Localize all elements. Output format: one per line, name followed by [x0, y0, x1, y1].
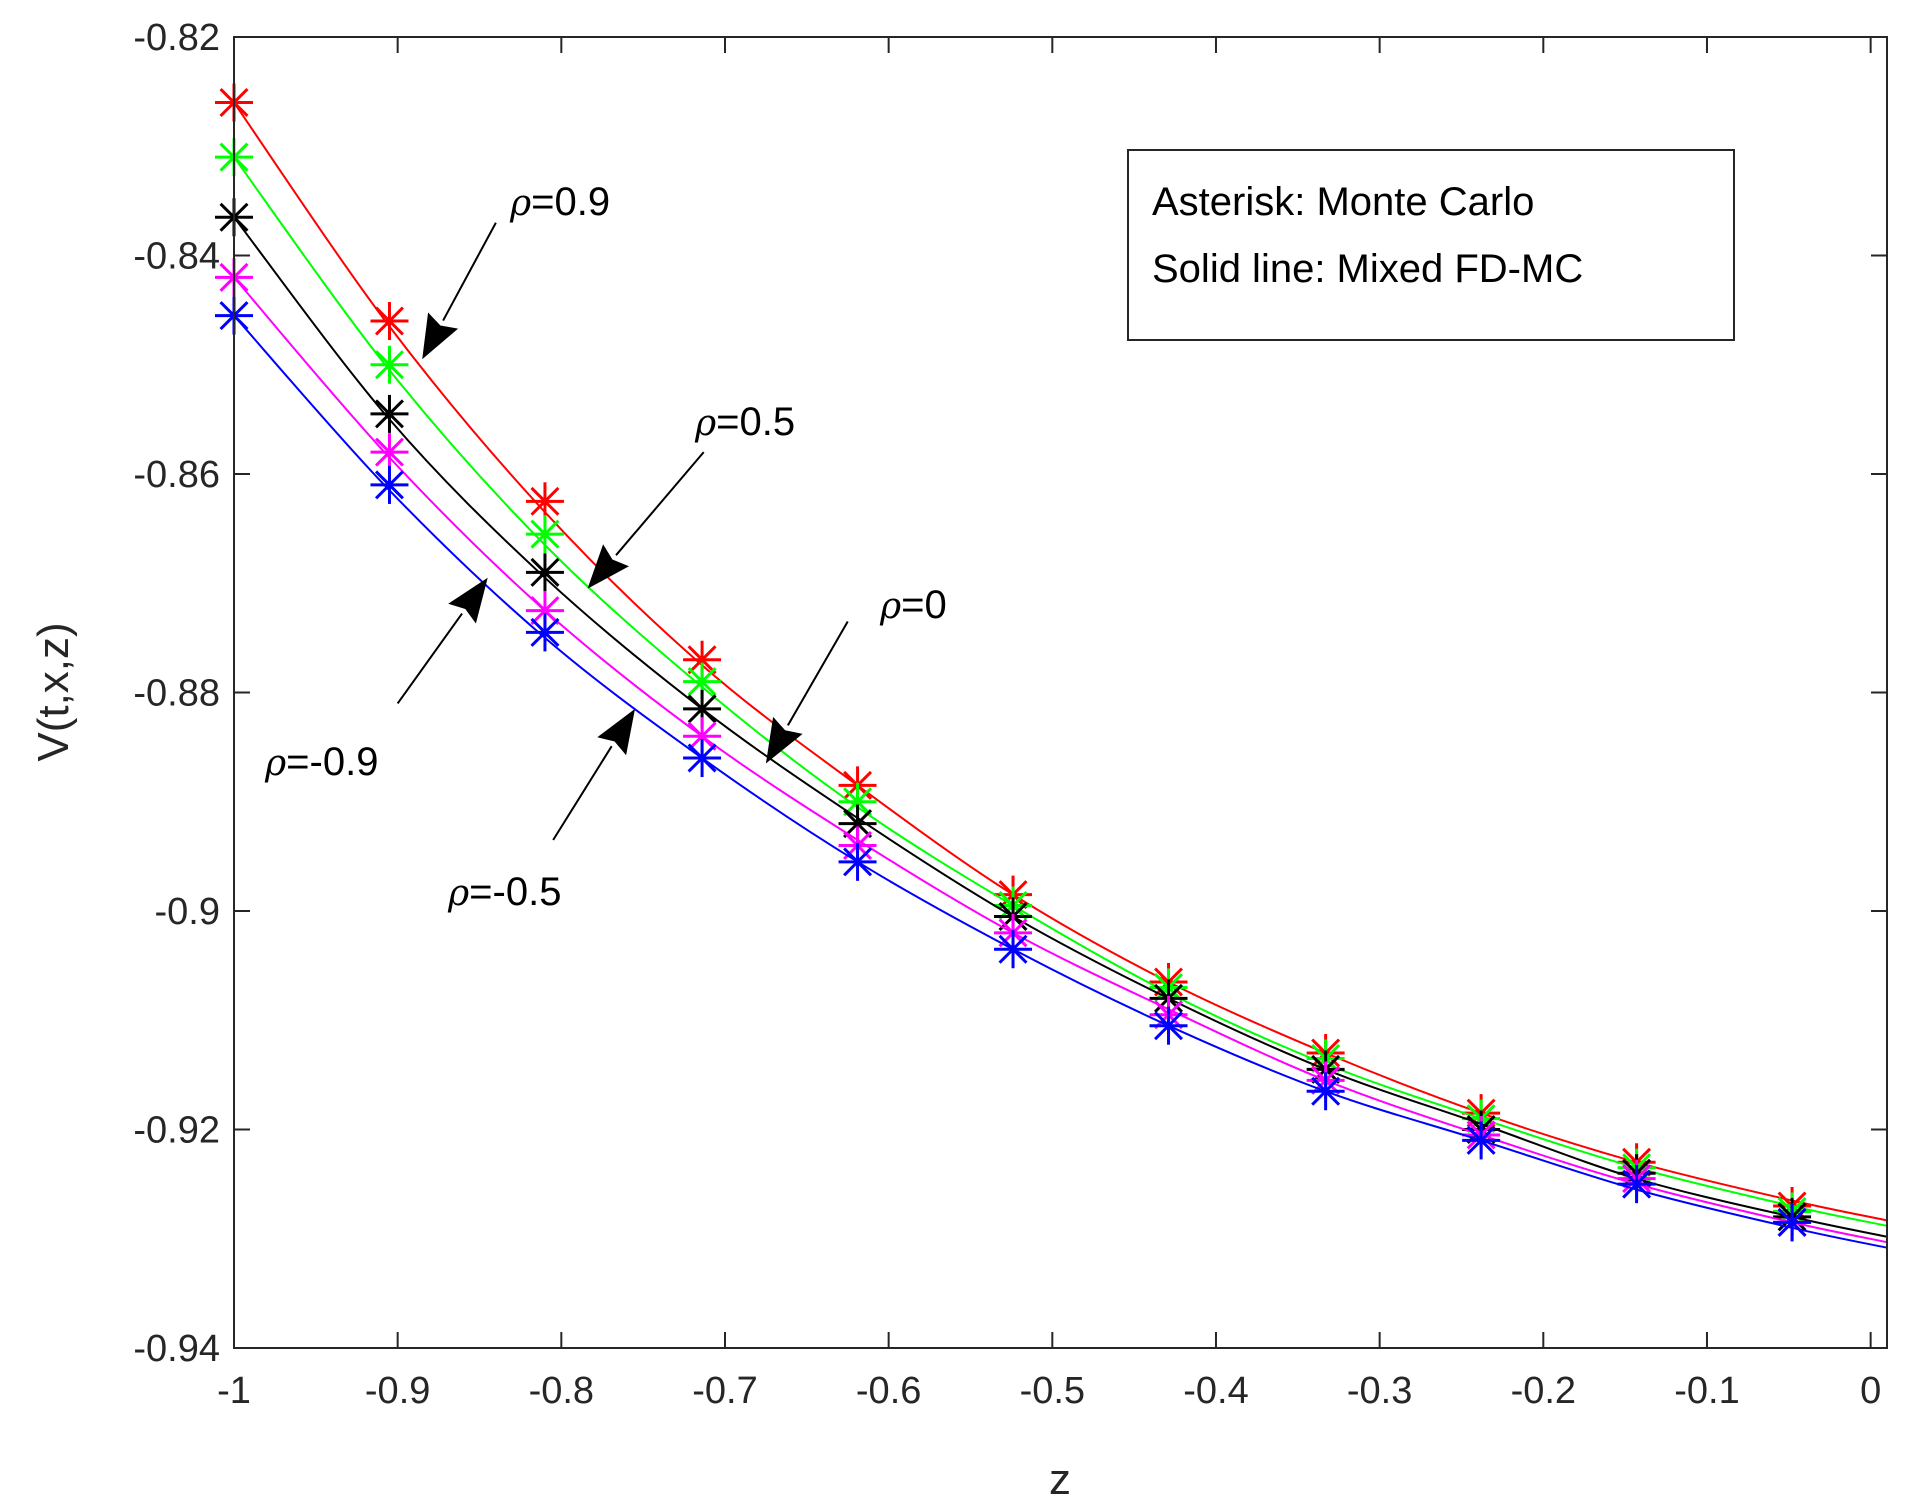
marker-stroke — [530, 486, 560, 516]
mc-marker — [370, 433, 409, 472]
marker-stroke — [687, 694, 717, 724]
mc-marker — [838, 842, 877, 881]
mc-marker — [1149, 1006, 1188, 1045]
marker-stroke — [530, 519, 560, 549]
mc-marker — [994, 930, 1033, 969]
annotation-label: ρ=0.5 — [694, 400, 795, 444]
annotation-value: =0 — [901, 583, 947, 627]
marker-stroke — [1622, 1169, 1652, 1199]
mc-marker — [1462, 1121, 1501, 1160]
x-tick-label: -1 — [217, 1370, 251, 1412]
x-tick-label: -0.5 — [1020, 1370, 1085, 1412]
marker-stroke — [1777, 1207, 1807, 1237]
marker-stroke — [530, 617, 560, 647]
legend-box — [1127, 149, 1735, 341]
mc-marker — [1306, 1072, 1345, 1111]
annotation-value: =0.5 — [716, 400, 795, 444]
rho-symbol: ρ — [879, 586, 901, 627]
annotation-label: ρ=0 — [879, 583, 947, 627]
mc-marker — [370, 465, 409, 504]
x-tick-label: 0 — [1860, 1370, 1881, 1412]
mc-marker — [525, 515, 564, 554]
marker-stroke — [1466, 1125, 1496, 1155]
x-axis-label: z — [1049, 1455, 1071, 1504]
y-tick-label: -0.82 — [133, 17, 220, 59]
legend-line-2: Solid line: Mixed FD-MC — [1152, 247, 1583, 291]
marker-stroke — [530, 557, 560, 587]
marker-stroke — [843, 809, 873, 839]
mc-marker — [1617, 1165, 1656, 1204]
mc-marker — [525, 482, 564, 521]
marker-stroke — [687, 721, 717, 751]
annotation-arrow-shaft — [615, 451, 705, 556]
mc-marker — [370, 345, 409, 384]
marker-stroke — [374, 437, 404, 467]
rho-symbol: ρ — [509, 183, 531, 224]
mc-marker — [525, 613, 564, 652]
rho-symbol: ρ — [264, 743, 286, 784]
marker-stroke — [374, 399, 404, 429]
annotation-arrow-head — [597, 708, 635, 756]
marker-stroke — [843, 847, 873, 877]
plot-area — [215, 83, 1888, 1249]
y-tick-label: -0.92 — [133, 1110, 220, 1152]
marker-stroke — [374, 350, 404, 380]
annotation-arrow-shaft — [442, 222, 497, 322]
marker-stroke — [1154, 1011, 1184, 1041]
marker-stroke — [687, 667, 717, 697]
y-tick-label: -0.9 — [155, 891, 220, 933]
annotation-value: =-0.9 — [286, 740, 378, 784]
rho-symbol: ρ — [694, 403, 716, 444]
marker-stroke — [687, 645, 717, 675]
mc-marker — [1773, 1203, 1812, 1242]
x-tick-label: -0.3 — [1347, 1370, 1412, 1412]
mc-marker — [683, 739, 722, 778]
annotation-label: ρ=0.9 — [509, 180, 610, 224]
annotation-arrow-shaft — [552, 745, 613, 841]
mc-marker — [525, 553, 564, 592]
marker-stroke — [530, 596, 560, 626]
marker-stroke — [843, 787, 873, 817]
y-tick-label: -0.84 — [133, 236, 220, 278]
legend: Asterisk: Monte Carlo Solid line: Mixed … — [1127, 149, 1735, 341]
x-tick-label: -0.9 — [365, 1370, 430, 1412]
annotations: ρ=0.9ρ=0.5ρ=0ρ=-0.9ρ=-0.5 — [264, 180, 947, 914]
series-line-4 — [233, 314, 1888, 1249]
y-tick-label: -0.88 — [133, 673, 220, 715]
legend-line-1: Asterisk: Monte Carlo — [1152, 180, 1534, 224]
axis-ticks: -1 -0.9 -0.8 -0.7 -0.6 -0.5 -0.4 -0.3 -0.2 -0.1 0 -… — [133, 17, 1887, 1412]
marker-stroke — [1311, 1076, 1341, 1106]
y-axis-label: V(t,x,z) — [29, 622, 78, 761]
marker-stroke — [687, 743, 717, 773]
x-tick-label: -0.1 — [1674, 1370, 1739, 1412]
marker-stroke — [998, 934, 1028, 964]
x-tick-label: -0.8 — [529, 1370, 594, 1412]
x-tick-label: -0.4 — [1183, 1370, 1248, 1412]
mc-marker — [370, 394, 409, 433]
mc-marker — [370, 302, 409, 341]
series-line-3 — [233, 276, 1888, 1244]
y-tick-label: -0.94 — [133, 1328, 220, 1370]
x-tick-label: -0.2 — [1511, 1370, 1576, 1412]
annotation-label: ρ=-0.5 — [447, 870, 561, 914]
y-tick-label: -0.86 — [133, 454, 220, 496]
marker-stroke — [374, 306, 404, 336]
annotation-arrow-shaft — [396, 612, 463, 705]
x-tick-label: -0.6 — [856, 1370, 921, 1412]
mc-marker — [683, 689, 722, 728]
annotation-value: =-0.5 — [469, 870, 561, 914]
annotation-value: =0.9 — [531, 180, 610, 224]
x-tick-label: -0.7 — [692, 1370, 757, 1412]
annotation-arrow-head — [448, 577, 488, 624]
annotation-label: ρ=-0.9 — [264, 740, 378, 784]
annotation-arrow-head — [587, 544, 629, 589]
marker-stroke — [374, 470, 404, 500]
rho-symbol: ρ — [447, 873, 469, 914]
annotation-arrow-shaft — [787, 620, 849, 726]
annotation-arrow-head — [422, 312, 459, 360]
annotation-arrow-head — [765, 716, 803, 764]
